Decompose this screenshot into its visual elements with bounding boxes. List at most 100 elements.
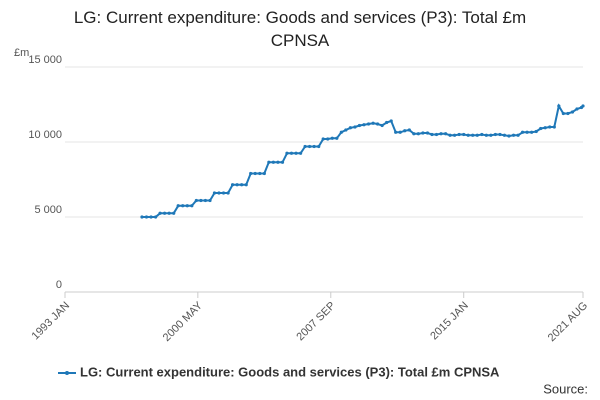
point (516, 133, 520, 137)
point (280, 160, 285, 164)
point (154, 215, 158, 219)
point (525, 130, 529, 134)
point (208, 198, 212, 203)
point (502, 133, 507, 137)
point (511, 133, 516, 137)
legend-marker (65, 371, 69, 375)
point (194, 198, 198, 203)
point (181, 204, 185, 208)
point (172, 211, 176, 215)
point (140, 215, 144, 219)
point (539, 126, 543, 131)
point (249, 171, 253, 176)
point (412, 132, 416, 136)
point (371, 121, 375, 125)
point (557, 104, 561, 108)
x-tick-label: 2000 MAY (161, 299, 206, 344)
point (158, 211, 162, 215)
point (430, 132, 434, 137)
chart-title: LG: Current expenditure: Goods and servi… (73, 8, 527, 50)
point (462, 132, 466, 137)
point (235, 183, 239, 187)
point (443, 132, 448, 136)
point (425, 131, 430, 135)
point (520, 130, 525, 134)
point (326, 137, 330, 141)
y-tick-label: 5 000 (34, 204, 62, 216)
point (203, 198, 208, 203)
point (276, 160, 280, 164)
y-tick-label: 0 (56, 279, 62, 291)
point (398, 130, 402, 134)
y-unit-label: £m (14, 47, 29, 59)
x-tick-label: 2007 SEP (294, 300, 338, 344)
point (534, 129, 538, 134)
point (240, 183, 244, 187)
point (566, 111, 570, 116)
point (258, 171, 262, 176)
point (471, 133, 475, 137)
point (530, 130, 534, 134)
point (185, 204, 189, 208)
point (230, 183, 235, 187)
point (339, 130, 343, 134)
point (475, 133, 479, 137)
point (294, 151, 298, 155)
point (484, 133, 488, 137)
point (366, 122, 371, 126)
point (285, 151, 289, 155)
x-tick-label: 2021 AUG (546, 300, 590, 344)
point (575, 107, 579, 111)
point (167, 211, 171, 215)
point (199, 198, 203, 203)
point (448, 133, 452, 137)
series-line (142, 103, 584, 218)
point (144, 215, 149, 219)
point (244, 183, 248, 187)
point (543, 126, 547, 130)
point (581, 104, 585, 108)
source: Source: (543, 381, 588, 396)
point (439, 132, 443, 136)
legend-label: LG: Current expenditure: Goods and servi… (80, 364, 500, 379)
point (330, 136, 334, 140)
point (217, 191, 221, 195)
point (507, 134, 511, 138)
point (289, 151, 294, 155)
point (407, 128, 411, 132)
x-tick-label: 2015 JAN (428, 300, 471, 343)
point (357, 123, 362, 128)
y-tick-label: 10 000 (28, 129, 62, 141)
point (457, 132, 461, 137)
point (262, 171, 266, 176)
point (253, 171, 257, 176)
point (452, 133, 457, 137)
point (466, 133, 470, 137)
x-tick-label: 1993 JAN (30, 300, 73, 343)
point (317, 144, 321, 149)
point (348, 126, 353, 130)
point (190, 204, 194, 208)
point (480, 132, 484, 137)
point (416, 132, 420, 136)
point (493, 132, 498, 137)
point (362, 123, 366, 127)
point (434, 132, 439, 137)
point (299, 151, 303, 155)
point (489, 133, 493, 137)
y-tick-label: 15 000 (28, 54, 62, 66)
point (271, 160, 275, 164)
point (344, 128, 348, 132)
point (176, 204, 180, 208)
point (212, 191, 217, 195)
point (375, 122, 380, 126)
point (162, 211, 167, 215)
point (570, 110, 575, 114)
point (353, 125, 357, 129)
point (267, 160, 271, 164)
point (321, 137, 325, 141)
point (221, 191, 226, 195)
point (403, 129, 407, 133)
point (389, 119, 393, 123)
